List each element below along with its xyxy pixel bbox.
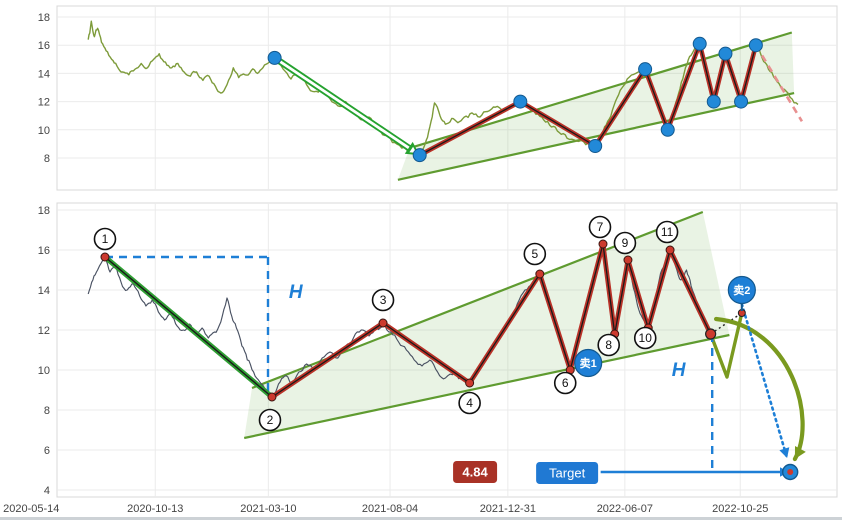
y-tick-label: 18: [38, 12, 50, 24]
pivot-number-label-7: 7: [597, 220, 604, 234]
pivot-number-circle-8[interactable]: [597, 333, 621, 357]
breakdown-dot[interactable]: [705, 328, 717, 340]
h-measure-label: H: [289, 282, 304, 303]
impulse-down-arrow-gap: [273, 56, 414, 152]
channel-fill: [397, 32, 795, 180]
target-value-box: [453, 461, 498, 483]
pivot-dot[interactable]: [734, 94, 749, 109]
channel-lower-line: [243, 333, 730, 440]
pivot-number-circle-4[interactable]: [458, 391, 481, 415]
projection-v-line: [709, 312, 744, 379]
pivot-dot[interactable]: [623, 255, 633, 265]
projection-curve-arrow: [714, 316, 805, 462]
y-tick-label: 16: [38, 40, 50, 52]
y-tick-label: 14: [38, 68, 50, 80]
y-tick-label: 18: [38, 205, 50, 217]
pivot-dot[interactable]: [706, 94, 721, 109]
connector-dotted-line: [710, 312, 743, 335]
target-label-box: [536, 462, 599, 484]
y-tick-label: 12: [38, 325, 50, 337]
pivot-number-label-6: 6: [562, 376, 569, 390]
pivot-dot[interactable]: [100, 252, 110, 262]
pivot-dot[interactable]: [535, 269, 545, 279]
y-tick-label: 8: [44, 405, 50, 417]
pivot-dot[interactable]: [665, 245, 675, 255]
downtrend-line-core: [104, 256, 273, 398]
overview-chart-svg[interactable]: 8 10 12 14 16 18: [0, 0, 842, 196]
pivot-number-circle-1[interactable]: [93, 227, 117, 251]
pivot-number-circle-3[interactable]: [371, 288, 395, 312]
pivot-number-label-2: 2: [267, 413, 274, 427]
h-projection-label: H: [672, 360, 687, 381]
pivot-dot[interactable]: [638, 62, 653, 77]
target-value-text: 4.84: [462, 465, 488, 480]
plot-border: [56, 5, 838, 191]
y-tick-label: 10: [38, 125, 50, 137]
pivot-dot[interactable]: [465, 378, 475, 388]
y-tick-label: 4: [44, 485, 50, 497]
target-point-inner-dot: [787, 469, 794, 475]
y-tick-label: 16: [38, 245, 50, 257]
sell2-pin[interactable]: [727, 275, 756, 305]
pivot-number-circle-5[interactable]: [523, 242, 547, 266]
pivot-dot[interactable]: [267, 392, 277, 402]
pivot-dot[interactable]: [598, 239, 608, 249]
channel-lower-line: [397, 92, 795, 181]
pivot-dot[interactable]: [718, 46, 733, 61]
pivot-number-label-1: 1: [102, 232, 109, 246]
pivot-number-label-5: 5: [531, 247, 538, 261]
target-label-text: Target: [549, 466, 586, 481]
pivot-dot[interactable]: [513, 94, 528, 109]
zigzag-projection-dashed: [754, 44, 804, 122]
plot-border: [56, 202, 838, 498]
pivot-number-circle-9[interactable]: [613, 231, 637, 255]
pivot-number-circle-11[interactable]: [655, 220, 679, 244]
x-tick-label: 2021-12-31: [480, 503, 536, 515]
sell-target-arrowhead: [779, 447, 790, 458]
y-tick-label: 6: [44, 445, 50, 457]
pivot-number-label-11: 11: [661, 225, 674, 239]
window-bottom-edge: [0, 517, 842, 520]
pivot-number-circle-6[interactable]: [553, 371, 577, 395]
pivot-dot[interactable]: [412, 148, 427, 163]
projection-curve-arrowhead: [794, 446, 806, 459]
x-tick-label: 2021-08-04: [362, 503, 418, 515]
y-tick-label: 12: [38, 97, 50, 109]
pivot-number-label-8: 8: [605, 338, 612, 352]
zigzag-line-overview-core: [419, 43, 757, 156]
pivot-number-circle-7[interactable]: [588, 215, 612, 239]
pivot-dot[interactable]: [588, 139, 603, 154]
pivot-dot[interactable]: [748, 38, 763, 53]
pivot-dot[interactable]: [267, 50, 282, 65]
price-line-overview: [87, 20, 799, 157]
x-tick-label: 2020-10-13: [127, 503, 183, 515]
pivot-dot[interactable]: [692, 36, 707, 51]
pivot-number-circle-2[interactable]: [258, 408, 282, 432]
y-tick-label: 10: [38, 365, 50, 377]
y-tick-label: 14: [38, 285, 50, 297]
pivot-number-label-3: 3: [380, 293, 387, 307]
x-tick-label: 2020-05-14: [3, 503, 59, 515]
x-tick-label: 2021-03-10: [240, 503, 296, 515]
sell-target-dotted-arrow: [740, 302, 789, 460]
x-tick-label: 2022-06-07: [597, 503, 653, 515]
pivot-dot[interactable]: [378, 318, 388, 328]
sell1-label: 卖1: [580, 356, 597, 370]
sell1-pin[interactable]: [574, 348, 603, 378]
sell2-label: 卖2: [733, 283, 750, 297]
pivot-number-circle-10[interactable]: [633, 326, 657, 350]
pivot-dot[interactable]: [660, 122, 675, 137]
pivot-number-label-9: 9: [622, 236, 629, 250]
y-tick-label: 8: [44, 153, 50, 165]
pivot-number-label-10: 10: [639, 331, 653, 345]
pivot-number-label-4: 4: [466, 396, 473, 410]
x-tick-label: 2022-10-25: [712, 503, 768, 515]
